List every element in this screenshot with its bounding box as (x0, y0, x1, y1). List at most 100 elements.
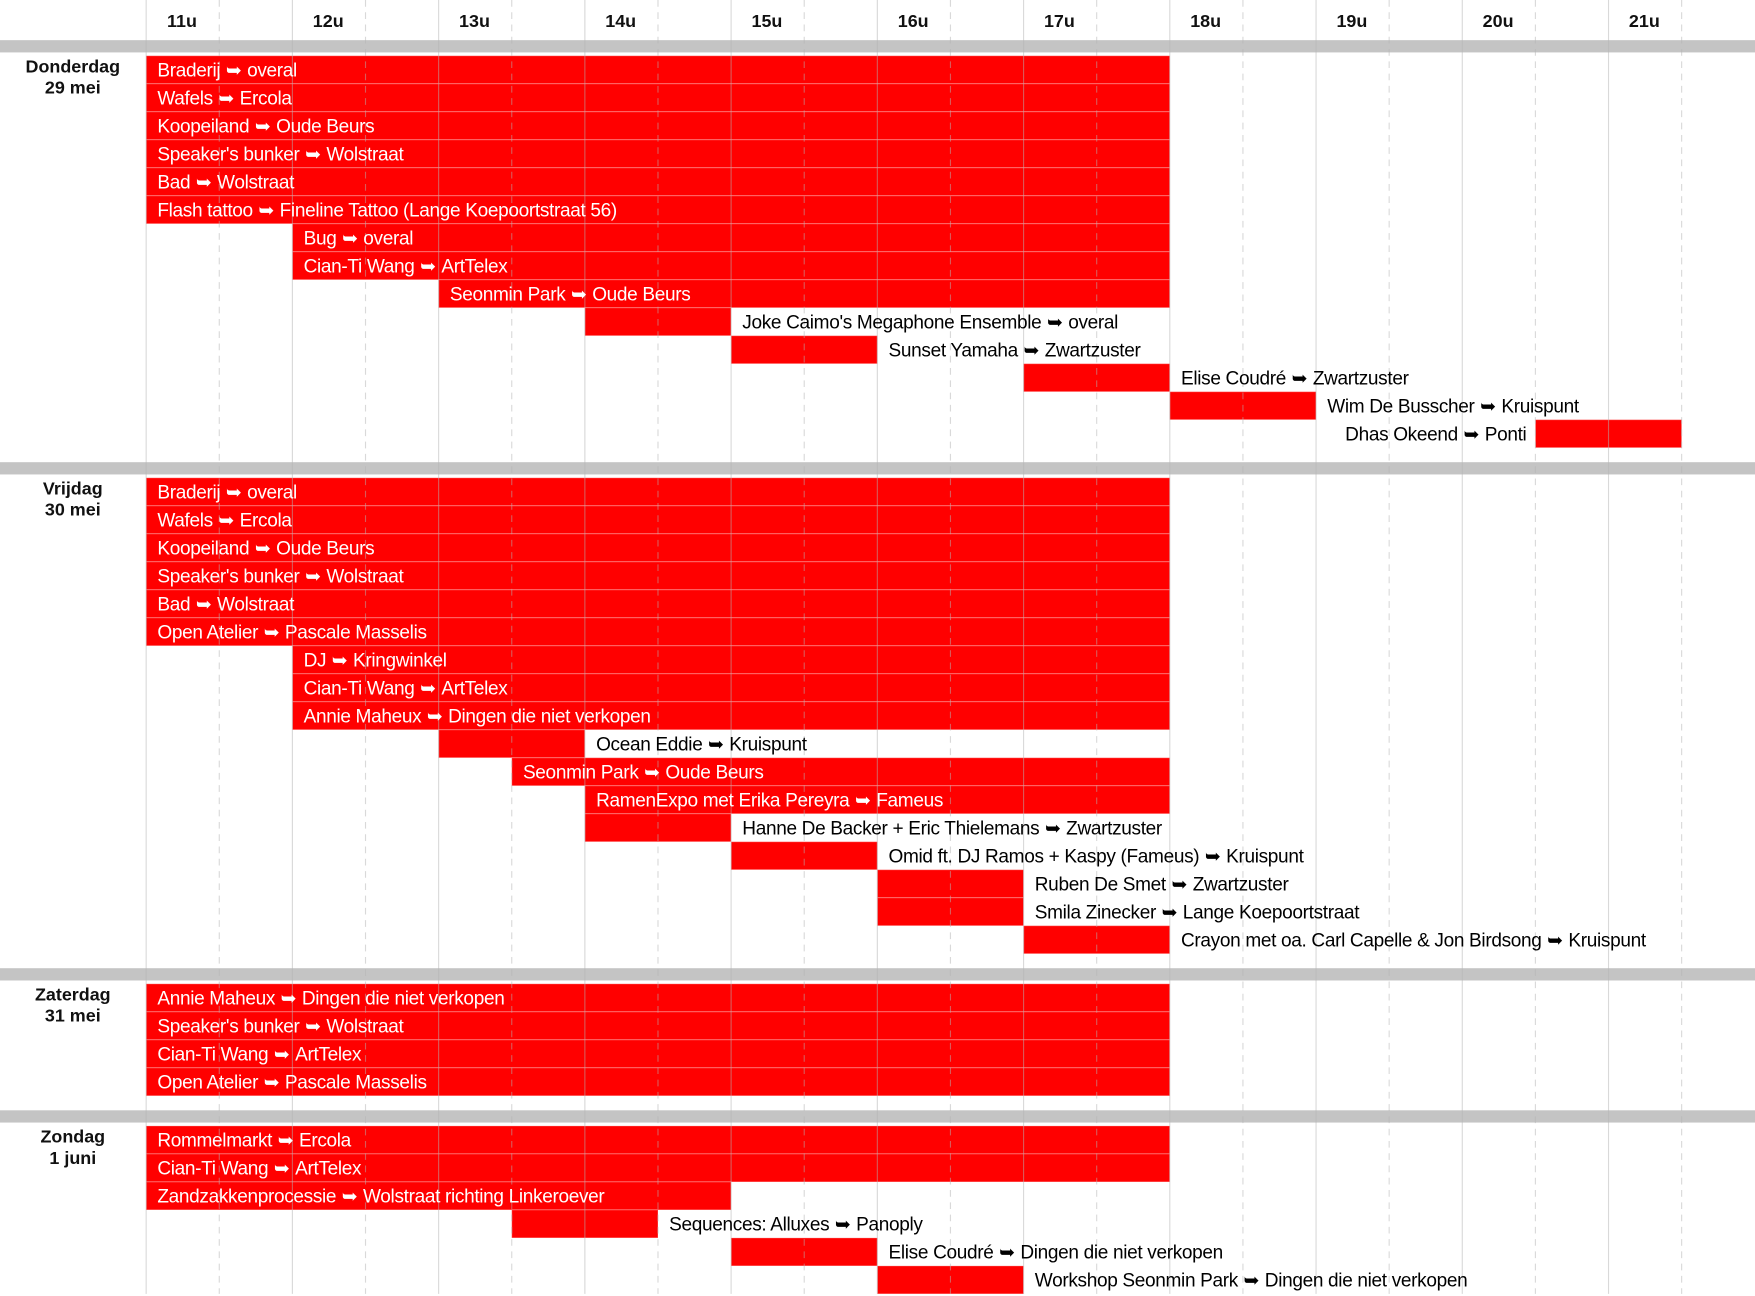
event-name: Smila Zinecker (1035, 902, 1157, 923)
event-label: Workshop Seonmin Park ➥ Dingen die niet ve… (1035, 1271, 1468, 1292)
event-place: Wolstraat (217, 595, 295, 616)
connector: ➥ (305, 144, 321, 165)
event-place: Zwartzuster (1066, 818, 1163, 839)
connector: ➥ (1045, 818, 1061, 839)
event-bar (511, 757, 1171, 787)
connector: ➥ (274, 1045, 290, 1066)
day-date: 29 mei (45, 78, 101, 98)
event-place: Kruispunt (1501, 396, 1579, 417)
event-name: Omid ft. DJ Ramos + Kaspy (Fameus) (889, 846, 1200, 867)
event-name: Braderij (157, 60, 220, 81)
event-place: Dingen die niet verkopen (448, 706, 651, 727)
connector: ➥ (305, 1017, 321, 1038)
connector: ➥ (1480, 396, 1496, 417)
event-name: Speaker's bunker (157, 567, 300, 588)
connector: ➥ (1547, 930, 1563, 951)
event-name: Koopeiland (157, 116, 249, 137)
connector: ➥ (342, 228, 358, 249)
connector: ➥ (258, 200, 274, 221)
event-place: Ercola (299, 1131, 352, 1152)
event-label: Speaker's bunker ➥ Wolstraat (157, 1017, 404, 1038)
event-place: ArtTelex (441, 678, 508, 699)
connector: ➥ (420, 678, 436, 699)
connector: ➥ (644, 762, 660, 783)
event-name: Cian-Ti Wang (157, 1045, 268, 1066)
event-name: Annie Maheux (304, 706, 423, 727)
event-label: Cian-Ti Wang ➥ ArtTelex (157, 1159, 362, 1180)
connector: ➥ (264, 622, 280, 643)
event-label: Elise Coudré ➥ Dingen die niet verkopen (889, 1243, 1223, 1264)
connector: ➥ (305, 567, 321, 588)
event-name: Sunset Yamaha (889, 340, 1019, 361)
connector: ➥ (196, 172, 212, 193)
event-label: Cian-Ti Wang ➥ ArtTelex (304, 678, 509, 699)
event-label: Wim De Busscher ➥ Kruispunt (1327, 396, 1580, 417)
connector: ➥ (255, 539, 271, 560)
event-name: Koopeiland (157, 539, 249, 560)
event-name: Bad (157, 172, 190, 193)
event-place: Fameus (876, 790, 943, 811)
event-label: Omid ft. DJ Ramos + Kaspy (Fameus) ➥ Kruis… (889, 846, 1305, 867)
event-place: Wolstraat richting Linkeroever (363, 1187, 605, 1208)
event-place: Kruispunt (1568, 930, 1646, 951)
event-name: Sequences: Alluxes (669, 1215, 829, 1236)
event-label: Wafels ➥ Ercola (157, 511, 292, 532)
event-name: Annie Maheux (157, 989, 276, 1010)
x-tick-label: 18u (1190, 11, 1221, 31)
connector: ➥ (281, 989, 297, 1010)
event-place: Ponti (1485, 424, 1527, 445)
event-label: DJ ➥ Kringwinkel (304, 650, 447, 671)
event-label: Koopeiland ➥ Oude Beurs (157, 539, 374, 560)
event-name: Cian-Ti Wang (304, 678, 415, 699)
connector: ➥ (264, 1073, 280, 1094)
event-label: Zandzakkenprocessie ➥ Wolstraat richting L… (157, 1187, 605, 1208)
event-name: Seonmin Park (523, 762, 639, 783)
event-label: Bad ➥ Wolstraat (157, 172, 295, 193)
event-name: Cian-Ti Wang (304, 256, 415, 277)
event-place: Zwartzuster (1313, 368, 1410, 389)
event-name: Rommelmarkt (157, 1131, 273, 1152)
event-label: Seonmin Park ➥ Oude Beurs (450, 284, 691, 305)
event-name: Flash tattoo (157, 200, 252, 221)
connector: ➥ (999, 1243, 1015, 1264)
connector: ➥ (835, 1215, 851, 1236)
event-place: Panoply (856, 1215, 923, 1236)
event-name: Bad (157, 595, 190, 616)
event-label: Braderij ➥ overal (157, 483, 297, 504)
event-place: Oude Beurs (276, 539, 374, 560)
event-place: Pascale Masselis (285, 622, 427, 643)
event-label: Elise Coudré ➥ Zwartzuster (1181, 368, 1410, 389)
event-name: Speaker's bunker (157, 1017, 300, 1038)
event-name: Ruben De Smet (1035, 874, 1167, 895)
connector: ➥ (420, 256, 436, 277)
event-label: RamenExpo met Erika Pereyra ➥ Fameus (596, 790, 943, 811)
event-bar (1023, 363, 1171, 393)
event-name: Open Atelier (157, 622, 259, 643)
event-place: ArtTelex (295, 1159, 362, 1180)
connector: ➥ (278, 1131, 294, 1152)
event-place: Zwartzuster (1045, 340, 1142, 361)
day-date: 31 mei (45, 1006, 101, 1026)
day-name: Vrijdag (43, 479, 103, 499)
connector: ➥ (708, 734, 724, 755)
x-tick-label: 14u (605, 11, 636, 31)
event-place: Dingen die niet verkopen (1020, 1243, 1223, 1264)
event-label: Sunset Yamaha ➥ Zwartzuster (889, 340, 1142, 361)
event-place: Oude Beurs (665, 762, 763, 783)
connector: ➥ (196, 595, 212, 616)
event-name: Elise Coudré (1181, 368, 1286, 389)
event-place: Kringwinkel (353, 650, 447, 671)
event-name: Elise Coudré (889, 1243, 994, 1264)
event-name: Open Atelier (157, 1073, 259, 1094)
event-place: Zwartzuster (1193, 874, 1290, 895)
event-name: Braderij (157, 483, 220, 504)
event-place: Lange Koepoortstraat (1183, 902, 1360, 923)
event-label: Cian-Ti Wang ➥ ArtTelex (304, 256, 509, 277)
connector: ➥ (855, 790, 871, 811)
grid (145, 0, 1683, 1294)
event-name: Ocean Eddie (596, 734, 702, 755)
event-label: Rommelmarkt ➥ Ercola (157, 1131, 351, 1152)
event-label: Open Atelier ➥ Pascale Masselis (157, 1073, 426, 1094)
x-tick-label: 12u (313, 11, 344, 31)
